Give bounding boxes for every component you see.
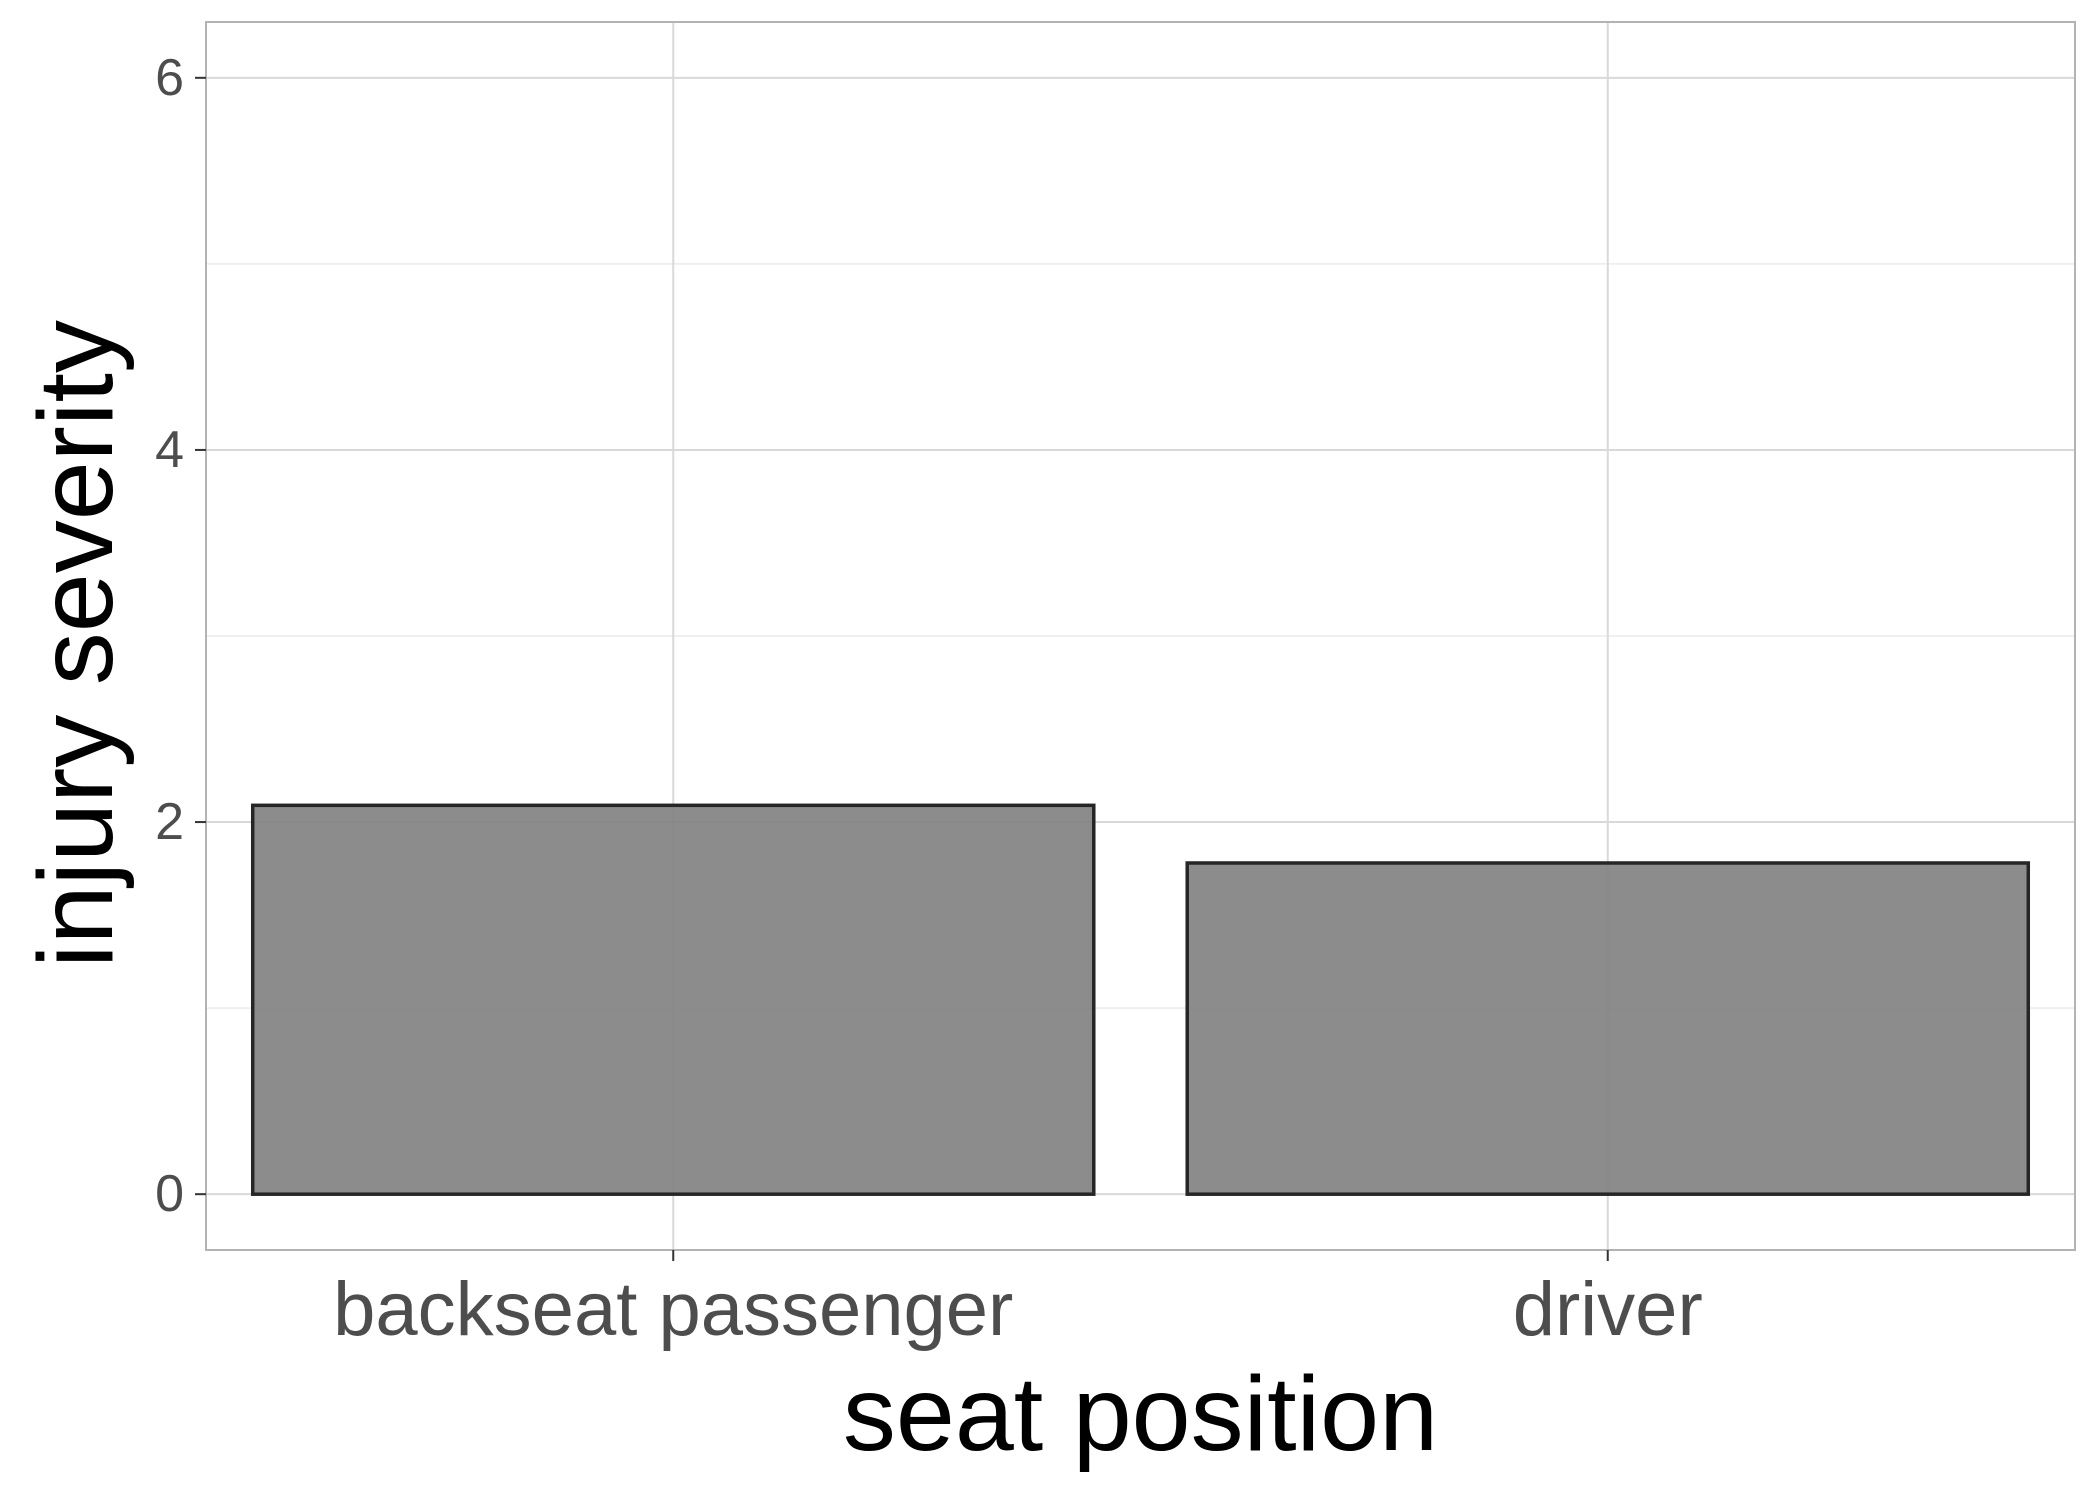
y-tick-label: 4 xyxy=(155,421,184,479)
x-axis-title: seat position xyxy=(843,1355,1438,1473)
x-tick-labels: backseat passenger driver xyxy=(333,1267,1703,1352)
x-tick-label: backseat passenger xyxy=(333,1267,1013,1352)
axis-ticks xyxy=(195,76,1609,1261)
bar-backseat-passenger xyxy=(250,803,1096,1196)
y-tick-label: 6 xyxy=(155,49,184,107)
y-tick-labels: 0 2 4 6 xyxy=(155,49,184,1223)
x-tick-label: driver xyxy=(1513,1267,1703,1352)
bars xyxy=(250,803,2031,1196)
y-tick-label: 2 xyxy=(155,793,184,851)
bar-driver xyxy=(1185,861,2031,1196)
y-tick-label: 0 xyxy=(155,1165,184,1223)
y-axis-title: injury severity xyxy=(17,320,135,968)
panel-border xyxy=(205,21,2076,1251)
